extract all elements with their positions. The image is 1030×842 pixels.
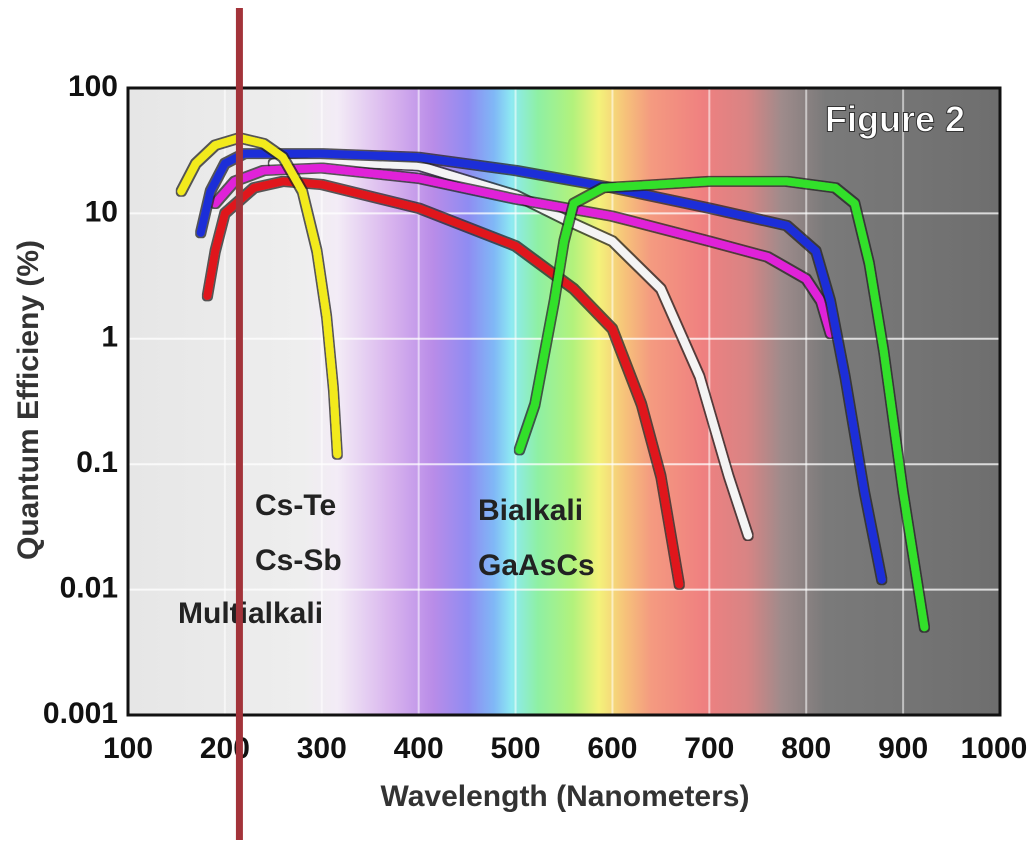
y-axis-title: Quantum Efficieny (%) — [12, 240, 45, 560]
lines — [177, 133, 929, 632]
x-tick-label: 600 — [587, 732, 637, 765]
y-tick-label: 0.01 — [60, 572, 118, 605]
x-axis-title: Wavelength (Nanometers) — [381, 780, 750, 813]
x-tick-label: 300 — [297, 732, 347, 765]
series-line — [203, 177, 684, 589]
plot-background — [128, 88, 1000, 715]
x-tick-label: 1000 — [961, 732, 1028, 765]
y-tick-label: 10 — [85, 195, 118, 228]
figure-label: Figure 2 — [825, 99, 965, 140]
y-tick-label: 0.1 — [76, 446, 118, 479]
series-line — [177, 133, 342, 459]
x-tick-label: 500 — [491, 732, 541, 765]
x-tick-label: 800 — [781, 732, 831, 765]
legend-label: Bialkali — [478, 494, 583, 527]
x-tick-label: 400 — [394, 732, 444, 765]
y-tick-label: 100 — [68, 70, 118, 103]
legend: Bialkali Cs-Sb GaAsCs Cs-Te — [180, 489, 595, 655]
y-tick-label: 0.001 — [43, 697, 118, 730]
legend-label: Cs-Sb — [255, 544, 342, 577]
plot-frame — [126, 86, 1002, 717]
x-tick-label: 100 — [103, 732, 153, 765]
x-tick-label: 900 — [878, 732, 928, 765]
series-line — [211, 164, 835, 338]
y-tick-label: 1 — [101, 321, 118, 354]
legend-group-label: Multialkali — [178, 597, 323, 630]
series-line — [269, 157, 753, 540]
legend-label: Cs-Te — [255, 489, 336, 522]
series-line — [515, 177, 929, 632]
legend-label: GaAsCs — [478, 549, 595, 582]
x-tick-label: 700 — [684, 732, 734, 765]
